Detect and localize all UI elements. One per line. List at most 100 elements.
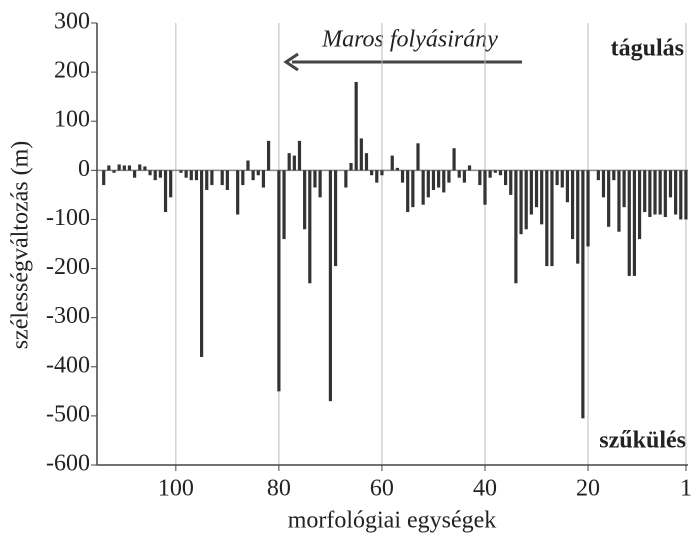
x-tick-label: 20	[576, 476, 600, 502]
bar	[674, 170, 678, 215]
bar	[292, 155, 296, 171]
bar	[467, 165, 472, 171]
bar	[390, 155, 394, 171]
bar	[199, 170, 204, 357]
bar	[158, 170, 162, 178]
bar	[236, 170, 240, 215]
bar	[349, 162, 353, 171]
bar	[442, 170, 446, 193]
narrowing-label: szűkülés	[599, 428, 686, 454]
bar	[493, 170, 497, 173]
bar	[653, 170, 657, 215]
bar	[256, 170, 260, 176]
bar	[596, 170, 600, 181]
bar	[447, 170, 451, 183]
y-tick-label: -200	[46, 254, 90, 280]
bar	[220, 170, 224, 186]
bar	[148, 170, 152, 176]
bar	[586, 170, 590, 247]
bar	[524, 170, 528, 230]
bar	[550, 170, 554, 267]
bar	[431, 170, 436, 190]
bar	[637, 170, 642, 240]
bar	[452, 148, 456, 171]
bar	[416, 143, 420, 171]
y-axis-label: szélességváltozás (m)	[8, 141, 34, 350]
bar	[601, 170, 606, 198]
bar	[488, 170, 492, 178]
bar	[251, 170, 255, 181]
bar	[555, 170, 559, 186]
bar	[576, 170, 580, 264]
bar	[107, 165, 111, 171]
bar	[514, 170, 518, 284]
bar	[241, 170, 245, 186]
bar	[545, 170, 549, 267]
bar	[534, 170, 539, 208]
x-tick-label: 60	[370, 476, 394, 502]
bar	[153, 170, 157, 181]
bar	[483, 170, 487, 205]
bar	[354, 81, 358, 171]
x-tick-label: 100	[158, 476, 194, 502]
y-tick-label: 100	[54, 107, 90, 133]
bar	[344, 170, 348, 188]
bar	[570, 170, 575, 240]
bar	[364, 153, 369, 171]
bar	[297, 140, 302, 171]
bar	[519, 170, 523, 235]
bar	[400, 170, 405, 183]
bar	[684, 170, 688, 220]
bar	[277, 170, 281, 392]
bar	[318, 170, 322, 198]
bar	[462, 170, 466, 183]
bar	[261, 170, 266, 188]
bar	[143, 166, 147, 171]
bar	[205, 170, 209, 190]
bar	[668, 170, 673, 198]
bar	[328, 170, 333, 402]
bar	[632, 170, 637, 276]
bar	[313, 170, 317, 188]
bar	[498, 170, 503, 176]
y-tick-label: -400	[46, 352, 90, 378]
expansion-label: tágulás	[611, 36, 684, 62]
bar	[308, 170, 312, 284]
bar	[406, 170, 410, 213]
bar	[643, 170, 647, 213]
bar	[411, 170, 415, 208]
bar	[266, 140, 271, 171]
bar	[658, 170, 662, 215]
bar	[189, 170, 193, 181]
bar	[663, 170, 667, 217]
bar	[529, 170, 533, 215]
bar	[612, 170, 616, 181]
x-tick-label: 80	[267, 476, 291, 502]
bar	[138, 164, 142, 171]
bar	[607, 170, 611, 227]
bar	[359, 138, 363, 171]
bar	[333, 170, 338, 267]
bar	[560, 170, 564, 188]
bar	[421, 170, 425, 205]
bar	[370, 170, 374, 176]
flow-annotation: Maros folyásirány	[321, 27, 498, 53]
bar	[375, 170, 379, 183]
bar	[127, 165, 132, 171]
bar	[112, 170, 116, 173]
bar	[426, 170, 430, 198]
bar	[194, 170, 199, 181]
y-tick-label: -100	[46, 205, 90, 231]
bar	[210, 170, 214, 186]
bar	[437, 170, 441, 188]
bar	[169, 170, 173, 198]
bar	[102, 170, 106, 186]
bar	[282, 170, 286, 240]
bar	[617, 170, 621, 232]
bar	[503, 170, 508, 186]
bar	[581, 170, 585, 419]
y-tick-label: -300	[46, 303, 90, 329]
bar	[540, 170, 544, 225]
bar	[225, 170, 229, 190]
